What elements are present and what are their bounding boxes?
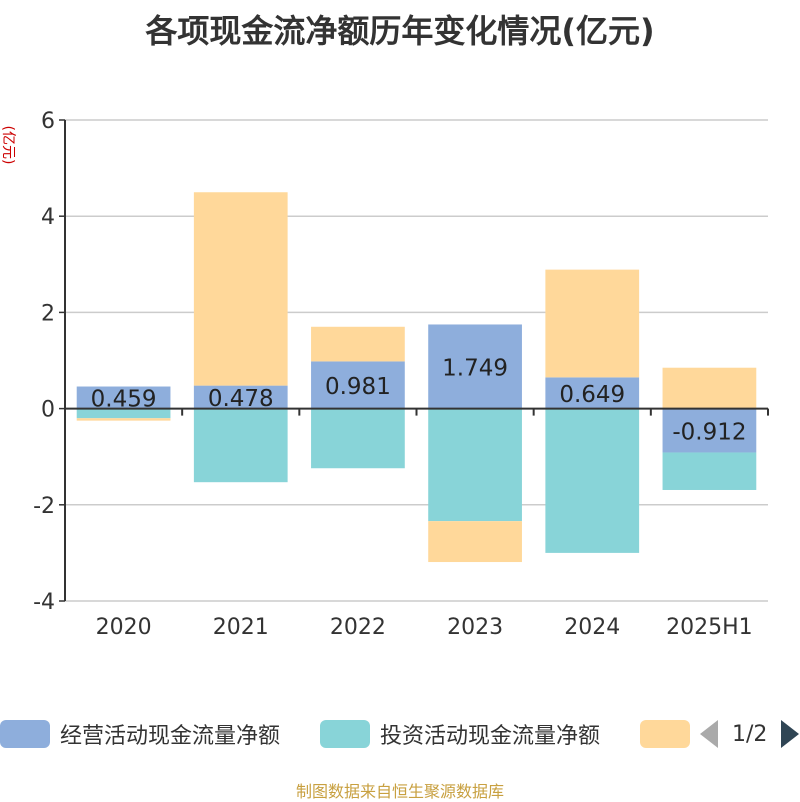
bars [76,192,757,563]
bar-operating [193,385,288,409]
y-tick-label: 0 [41,398,55,423]
bar-operating [76,386,171,409]
legend-swatch-investing [320,720,370,748]
bar-operating [311,361,405,409]
bar-operating [662,408,757,453]
bar-operating [428,324,522,409]
source-note: 制图数据来自恒生聚源数据库 [295,782,504,801]
legend-label-operating: 经营活动现金流量净额 [60,724,281,749]
x-tick-label: 2023 [447,615,503,640]
x-tick-label: 2025H1 [666,615,753,640]
y-tick-label: -4 [33,590,55,615]
y-tick-label: 6 [41,109,55,134]
data-label: 0.649 [559,382,625,408]
legend-item-investing[interactable]: 投资活动现金流量净额 [320,716,600,752]
y-tick-label: 4 [41,205,55,230]
data-label: 0.478 [208,386,274,412]
bar-financing [311,326,405,362]
legend-item-operating[interactable]: 经营活动现金流量净额 [0,716,280,752]
bar-financing [76,418,171,421]
legend-prev-page-icon[interactable] [700,720,718,748]
bar-investing [545,408,640,553]
legend-page-indicator: 1/2 [732,721,768,747]
legend-swatch-operating [0,720,50,748]
bar-financing [662,367,757,409]
legend-label-investing: 投资活动现金流量净额 [380,724,601,749]
data-labels: 0.459 0.478 0.981 1.749 0.649 -0.912 [91,356,747,446]
grid-lines [65,119,768,602]
data-label: 0.459 [91,387,157,413]
y-axis-unit: (亿元) [0,126,16,165]
chart-title: 各项现金流净额历年变化情况(亿元) [145,12,655,50]
bar-chart: -4 -2 0 2 4 6 2020 2021 2022 2023 2024 2025H1 0.459… [0,109,769,640]
x-tick-label: 2021 [213,615,269,640]
bar-investing [428,408,522,522]
bar-financing [545,269,640,378]
data-label: 0.981 [325,374,391,400]
y-tick-label: -2 [33,494,55,519]
bar-operating [545,377,640,409]
legend-pager: 1/2 [700,716,800,752]
bar-investing [662,452,757,490]
y-tick-label: 2 [41,301,55,326]
axes: -4 -2 0 2 4 6 2020 2021 2022 2023 2024 2025H1 [33,109,769,640]
legend: 经营活动现金流量净额 投资活动现金流量净额 1/2 [0,716,800,756]
legend-swatch-financing [640,720,690,748]
bar-financing [428,521,522,563]
x-tick-label: 2022 [330,615,386,640]
data-label: -0.912 [672,420,746,446]
x-tick-label: 2024 [564,615,620,640]
x-tick-label: 2020 [96,615,152,640]
bar-investing [76,408,171,419]
legend-item-financing[interactable] [640,716,690,752]
bar-financing [193,192,288,386]
bar-investing [193,408,288,483]
legend-next-page-icon[interactable] [781,720,800,748]
bar-investing [311,408,405,469]
data-label: 1.749 [442,356,508,382]
